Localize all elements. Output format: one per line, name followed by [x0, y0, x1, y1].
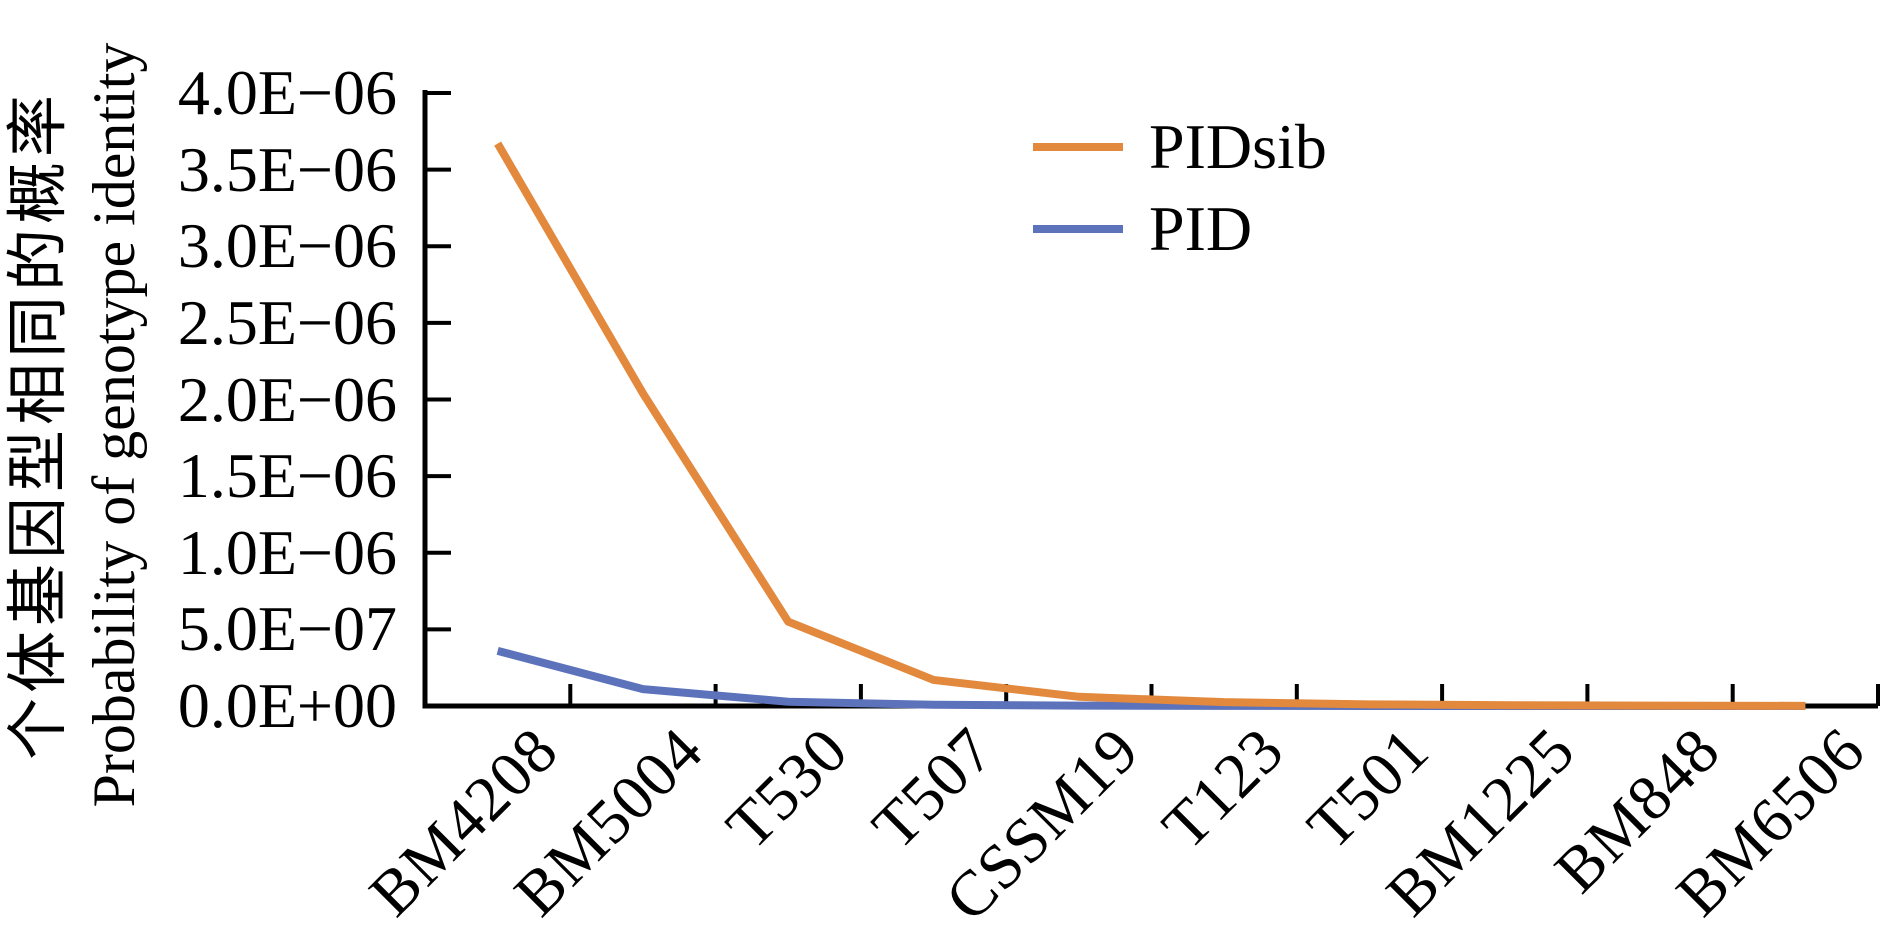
pid-line-swatch [1033, 225, 1123, 233]
y-tick-label: 2.5E−06 [177, 286, 397, 358]
y-axis-title-chinese: 个体基因型相同的概率 [5, 90, 73, 761]
y-tick-label: 5.0E−07 [177, 593, 397, 665]
y-axis-ticks [425, 91, 451, 708]
legend-label-pidsib: PIDsib [1149, 111, 1327, 182]
legend: PIDsib PID [1033, 106, 1327, 270]
y-tick-label: 3.0E−06 [177, 210, 397, 282]
y-axis-title: 个体基因型相同的概率 Probability of genotype ident… [2, 0, 152, 875]
y-tick-label: 3.5E−06 [177, 133, 397, 205]
y-axis-title-english: Probability of genotype identity [81, 42, 147, 808]
legend-label-pid: PID [1149, 193, 1253, 264]
y-tick-label: 0.0E+00 [177, 670, 397, 741]
y-tick-label: 1.5E−06 [177, 440, 397, 512]
pidsib-series-line [494, 141, 1806, 710]
y-tick-label: 1.0E−06 [177, 516, 397, 588]
legend-item-pidsib: PIDsib [1033, 106, 1327, 188]
pidsib-line-swatch [1033, 143, 1123, 151]
y-tick-label: 4.0E−06 [177, 57, 397, 128]
y-tick-label: 2.0E−06 [177, 363, 397, 435]
legend-item-pid: PID [1033, 188, 1327, 270]
